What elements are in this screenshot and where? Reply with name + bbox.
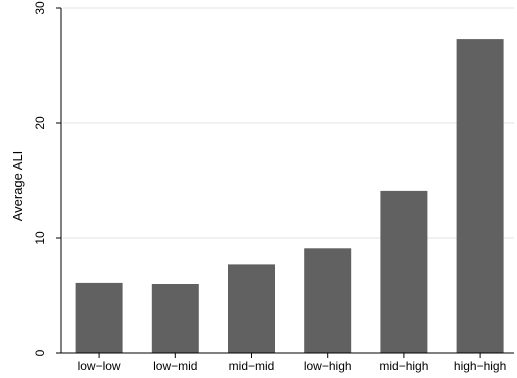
x-tick-label-1: low−mid xyxy=(153,359,197,373)
bar-1 xyxy=(151,284,199,353)
axes xyxy=(56,7,514,358)
y-tick-label-2: 20 xyxy=(33,116,47,130)
x-tick-label-2: mid−mid xyxy=(229,359,275,373)
tick-labels: low−low low−mid mid−mid low−high mid−high hig… xyxy=(33,1,506,373)
y-tick-label-3: 30 xyxy=(33,1,47,15)
bar-0 xyxy=(75,282,123,353)
y-tick-label-1: 10 xyxy=(33,231,47,245)
bar-2 xyxy=(228,264,275,353)
bar-3 xyxy=(304,248,352,353)
bar-4 xyxy=(380,190,428,353)
x-tick-label-3: low−high xyxy=(304,359,352,373)
gridlines xyxy=(63,7,514,239)
bars xyxy=(75,39,504,353)
x-tick-label-5: high−high xyxy=(454,359,506,373)
y-tick-label-0: 0 xyxy=(33,349,47,356)
y-axis-label: Average ALI xyxy=(10,151,25,222)
x-tick-label-0: low−low xyxy=(78,359,121,373)
x-tick-label-4: mid−high xyxy=(379,359,428,373)
bar-5 xyxy=(456,39,504,353)
